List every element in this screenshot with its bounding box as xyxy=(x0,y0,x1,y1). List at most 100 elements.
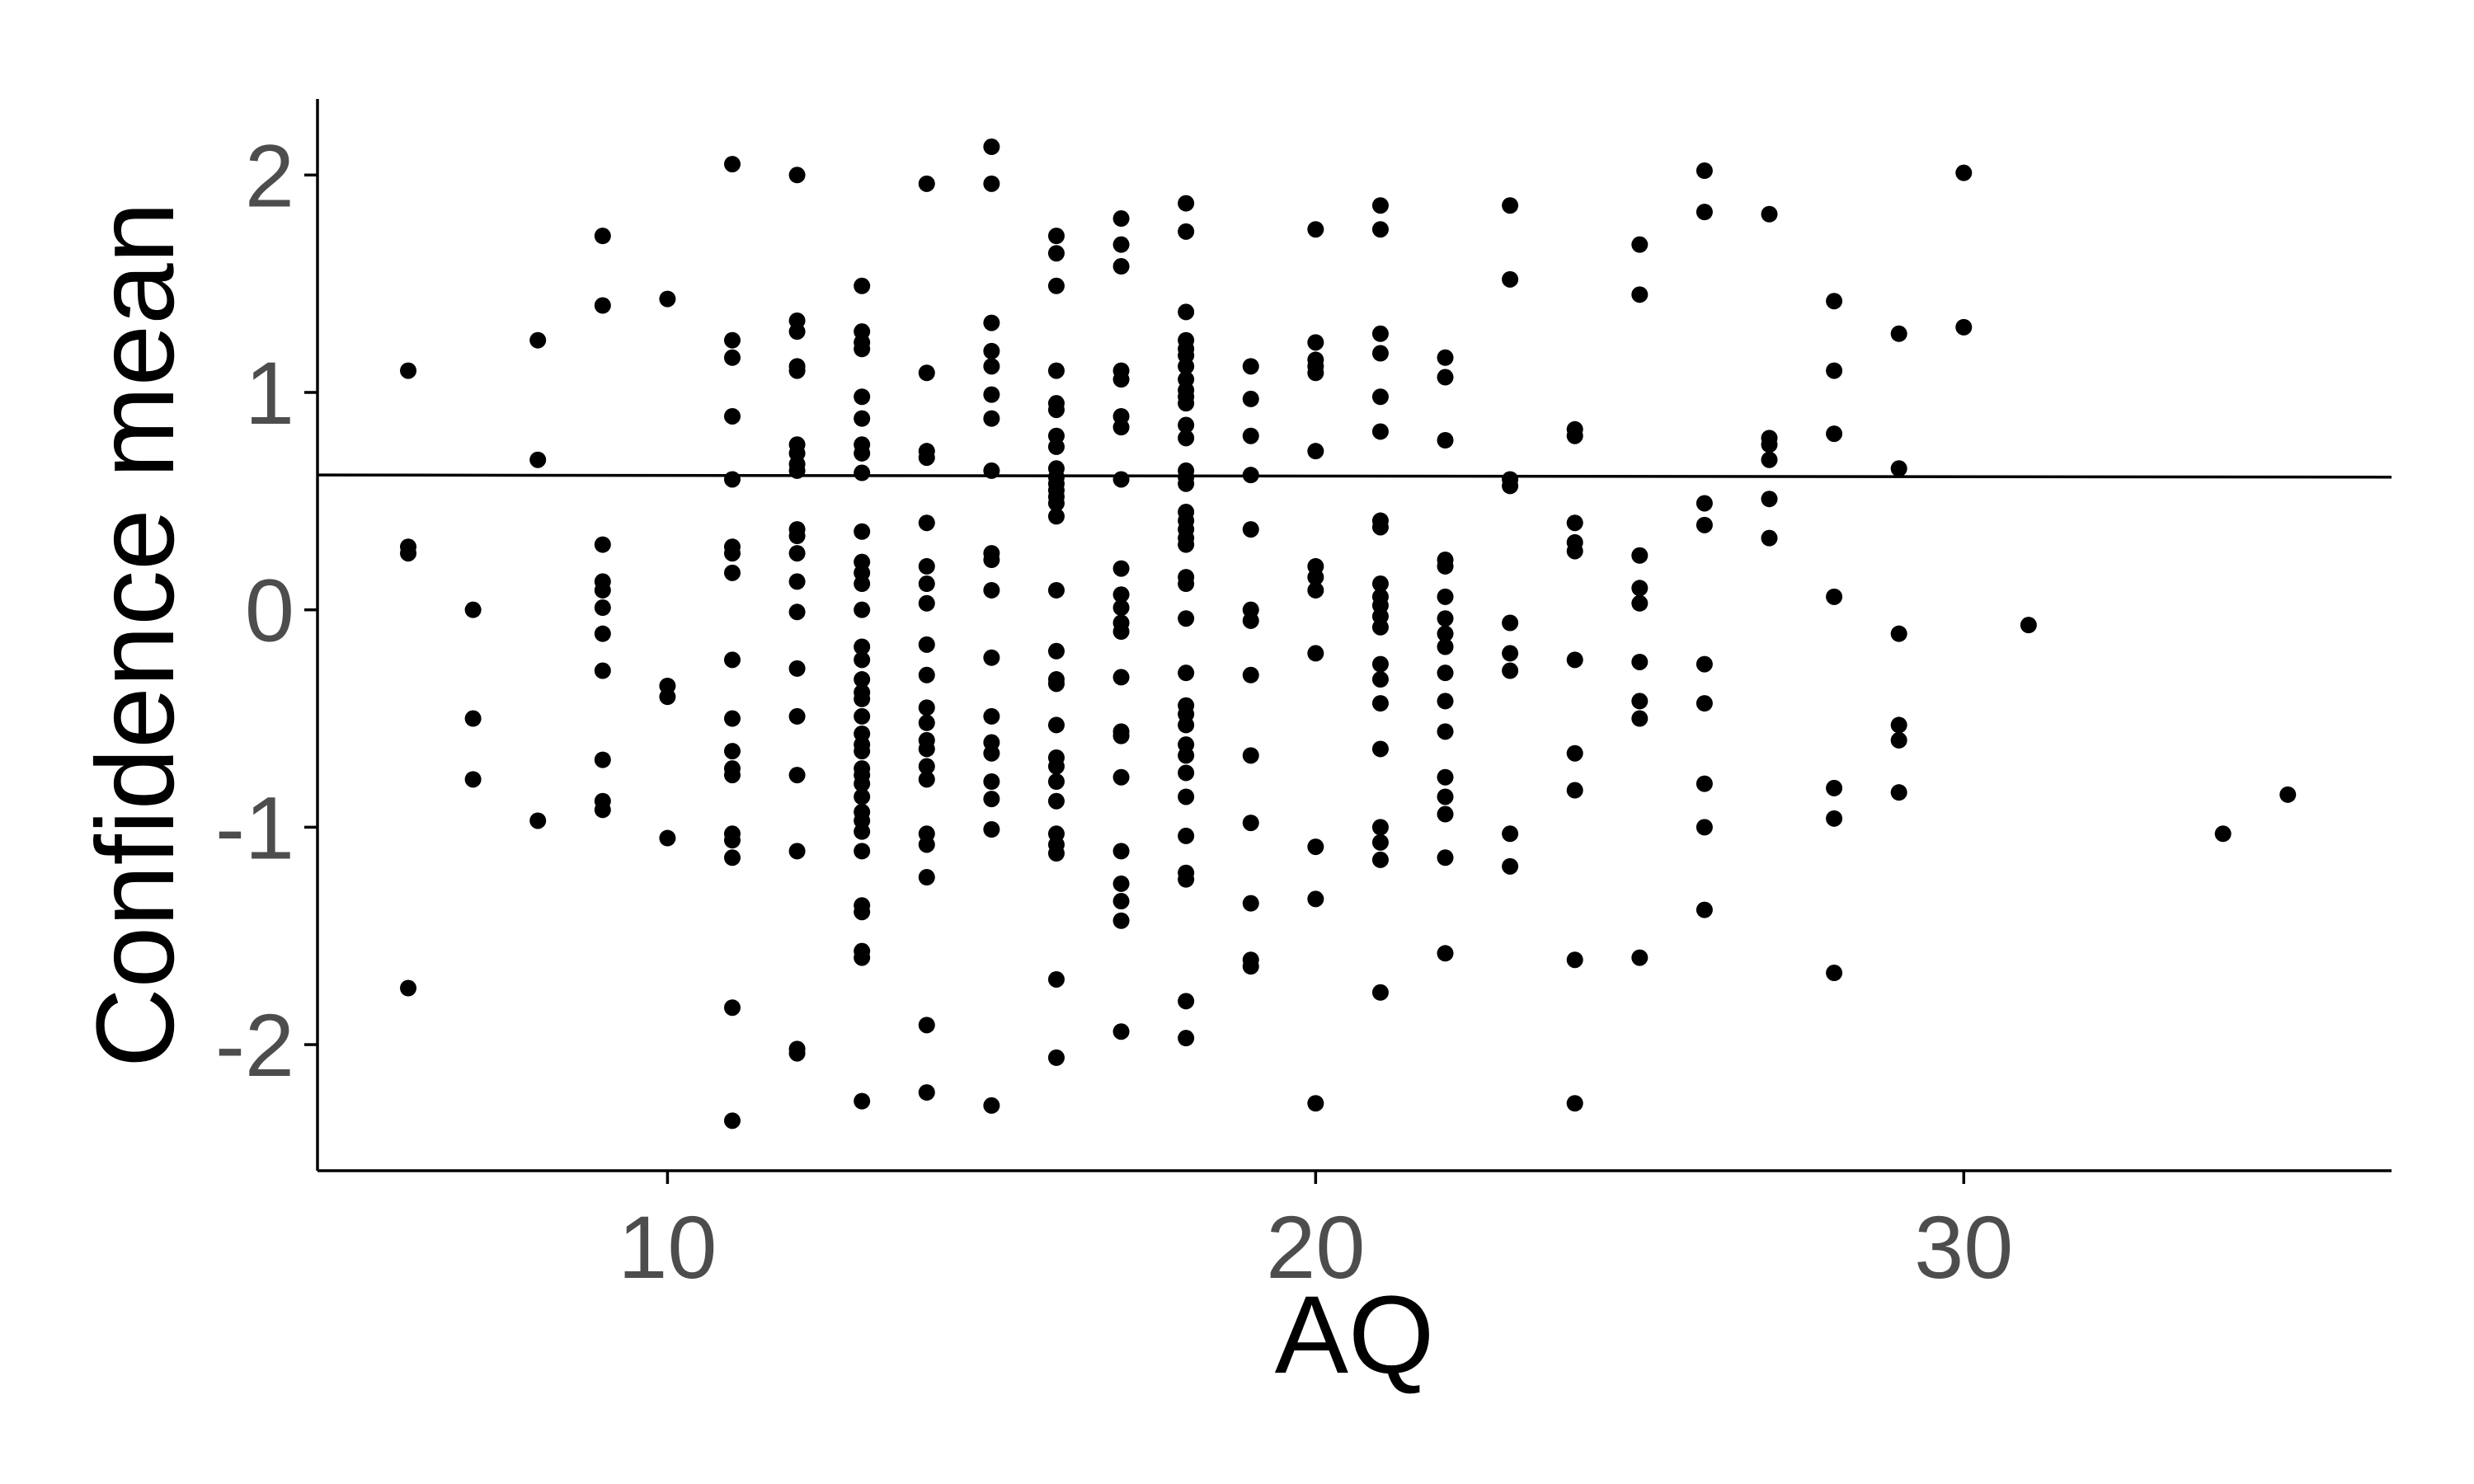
data-point xyxy=(918,364,935,382)
y-tick-label: -2 xyxy=(215,995,294,1095)
data-point xyxy=(854,690,871,707)
data-point xyxy=(1047,495,1065,512)
data-point xyxy=(1631,693,1649,710)
data-point xyxy=(1761,491,1778,508)
data-point xyxy=(1955,318,1973,336)
data-point xyxy=(724,999,741,1017)
data-point xyxy=(788,573,806,590)
data-point xyxy=(1890,325,1907,342)
data-point xyxy=(1112,560,1130,577)
data-point xyxy=(1047,970,1065,988)
data-point xyxy=(983,139,1000,156)
data-point xyxy=(918,636,935,653)
data-point xyxy=(1566,782,1583,799)
data-point xyxy=(464,771,482,788)
data-point xyxy=(1437,557,1454,575)
data-point xyxy=(1371,325,1389,342)
data-point xyxy=(854,743,871,760)
data-point xyxy=(1178,827,1195,844)
data-point xyxy=(788,660,806,677)
data-point xyxy=(594,625,611,642)
data-point xyxy=(1566,1095,1583,1112)
data-point xyxy=(1178,416,1195,434)
data-point xyxy=(1178,788,1195,805)
x-axis-title: AQ xyxy=(1275,1274,1435,1397)
data-point xyxy=(659,688,676,706)
data-point xyxy=(854,388,871,406)
data-point xyxy=(1890,731,1907,749)
data-point xyxy=(1047,508,1065,525)
x-tick-label: 20 xyxy=(1266,1197,1365,1297)
data-point xyxy=(1502,614,1519,632)
data-point xyxy=(1437,805,1454,823)
data-point xyxy=(918,449,935,467)
data-point xyxy=(1178,536,1195,553)
data-point xyxy=(918,1084,935,1101)
data-point xyxy=(1047,438,1065,455)
data-point xyxy=(1502,477,1519,495)
data-point xyxy=(1371,671,1389,688)
data-point xyxy=(529,451,547,468)
data-point xyxy=(1437,945,1454,962)
data-point xyxy=(1437,693,1454,710)
data-point xyxy=(1761,451,1778,468)
data-points xyxy=(400,139,2297,1129)
data-point xyxy=(1371,984,1389,1001)
data-point xyxy=(724,564,741,581)
data-point xyxy=(983,386,1000,403)
data-point xyxy=(1696,162,1713,180)
data-point xyxy=(1112,727,1130,744)
data-point xyxy=(1307,443,1324,460)
data-point xyxy=(1437,349,1454,366)
data-point xyxy=(724,849,741,866)
data-point xyxy=(1696,204,1713,221)
data-point xyxy=(1178,993,1195,1010)
data-point xyxy=(1047,845,1065,862)
y-tick-label: -1 xyxy=(215,777,294,877)
data-point xyxy=(1112,912,1130,929)
data-point xyxy=(1242,895,1259,912)
data-point xyxy=(918,869,935,886)
data-point xyxy=(1437,431,1454,448)
data-point xyxy=(724,331,741,349)
data-point xyxy=(1371,575,1389,593)
data-point xyxy=(1631,594,1649,612)
data-point xyxy=(854,638,871,655)
data-point xyxy=(1371,388,1389,406)
y-tick-label: 0 xyxy=(245,561,294,660)
data-point xyxy=(1566,651,1583,669)
data-point xyxy=(1371,197,1389,214)
data-point xyxy=(724,767,741,784)
data-point xyxy=(918,594,935,612)
data-point xyxy=(1371,695,1389,712)
data-point xyxy=(918,175,935,192)
data-point xyxy=(1242,427,1259,444)
data-point xyxy=(400,979,417,997)
data-point xyxy=(529,812,547,829)
data-point xyxy=(1112,258,1130,275)
data-point xyxy=(1112,419,1130,436)
data-point xyxy=(1826,425,1843,443)
data-point xyxy=(1178,747,1195,764)
data-point xyxy=(1696,516,1713,533)
data-point xyxy=(724,407,741,425)
data-point xyxy=(854,707,871,725)
data-point xyxy=(1631,236,1649,253)
data-point xyxy=(1307,581,1324,599)
data-point xyxy=(1178,430,1195,447)
data-point xyxy=(918,714,935,731)
data-point xyxy=(983,744,1000,762)
data-point xyxy=(788,843,806,860)
data-point xyxy=(854,949,871,966)
data-point xyxy=(854,410,871,427)
data-point xyxy=(1307,334,1324,351)
data-point xyxy=(983,175,1000,192)
data-point xyxy=(1371,345,1389,362)
data-point xyxy=(1696,655,1713,673)
data-point xyxy=(1307,364,1324,382)
data-point xyxy=(1242,747,1259,764)
data-point xyxy=(1112,586,1130,603)
data-point xyxy=(1437,788,1454,805)
data-point xyxy=(1178,716,1195,734)
